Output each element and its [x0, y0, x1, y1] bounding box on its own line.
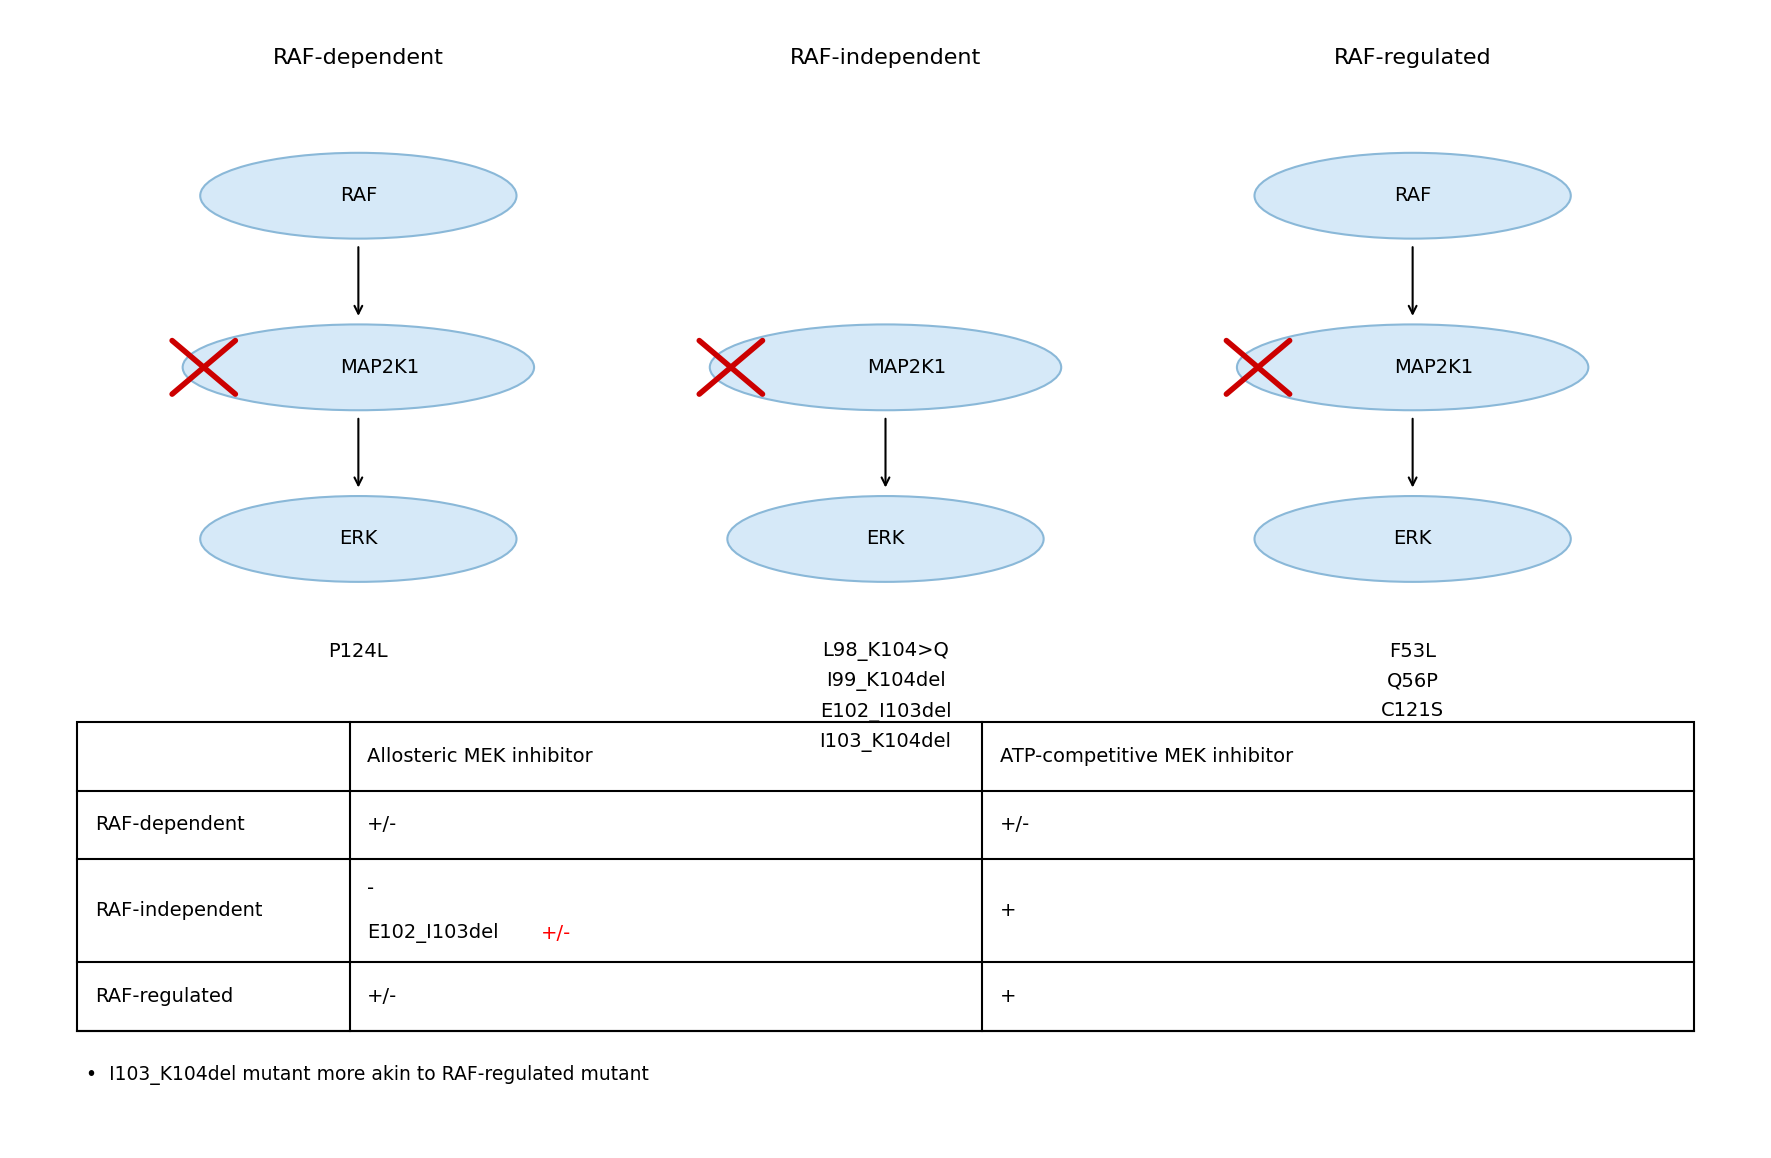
Ellipse shape: [200, 496, 517, 581]
Text: -: -: [367, 879, 374, 897]
Ellipse shape: [1254, 153, 1571, 239]
Text: P124L: P124L: [329, 642, 388, 661]
Bar: [78, 723, 1693, 1031]
Text: MAP2K1: MAP2K1: [340, 358, 420, 376]
Text: MAP2K1: MAP2K1: [1394, 358, 1473, 376]
Text: L98_K104>Q
I99_K104del
E102_I103del
I103_K104del: L98_K104>Q I99_K104del E102_I103del I103…: [820, 642, 951, 753]
Text: RAF-regulated: RAF-regulated: [1334, 49, 1491, 68]
Text: ERK: ERK: [340, 529, 377, 549]
Text: RAF-independent: RAF-independent: [96, 901, 262, 921]
Text: RAF-independent: RAF-independent: [790, 49, 981, 68]
Text: F53L
Q56P
C121S: F53L Q56P C121S: [1381, 642, 1443, 720]
Text: ERK: ERK: [1394, 529, 1431, 549]
Text: E102_I103del: E102_I103del: [367, 923, 499, 944]
Text: +/-: +/-: [999, 815, 1031, 835]
Text: MAP2K1: MAP2K1: [868, 358, 946, 376]
Text: •  I103_K104del mutant more akin to RAF-regulated mutant: • I103_K104del mutant more akin to RAF-r…: [87, 1065, 648, 1085]
Text: RAF-dependent: RAF-dependent: [273, 49, 445, 68]
Text: RAF-regulated: RAF-regulated: [96, 987, 234, 1006]
Text: RAF: RAF: [340, 186, 377, 205]
Text: +: +: [999, 901, 1017, 921]
Ellipse shape: [710, 324, 1061, 410]
Ellipse shape: [1254, 496, 1571, 581]
Text: ERK: ERK: [866, 529, 905, 549]
Ellipse shape: [1236, 324, 1589, 410]
Text: ATP-competitive MEK inhibitor: ATP-competitive MEK inhibitor: [999, 747, 1293, 765]
Text: RAF: RAF: [1394, 186, 1431, 205]
Ellipse shape: [728, 496, 1043, 581]
Ellipse shape: [182, 324, 535, 410]
Text: +/-: +/-: [540, 924, 572, 943]
Text: Allosteric MEK inhibitor: Allosteric MEK inhibitor: [367, 747, 593, 765]
Text: +: +: [999, 987, 1017, 1006]
Text: RAF-dependent: RAF-dependent: [96, 815, 244, 835]
Ellipse shape: [200, 153, 517, 239]
Text: +/-: +/-: [367, 987, 397, 1006]
Text: +/-: +/-: [367, 815, 397, 835]
